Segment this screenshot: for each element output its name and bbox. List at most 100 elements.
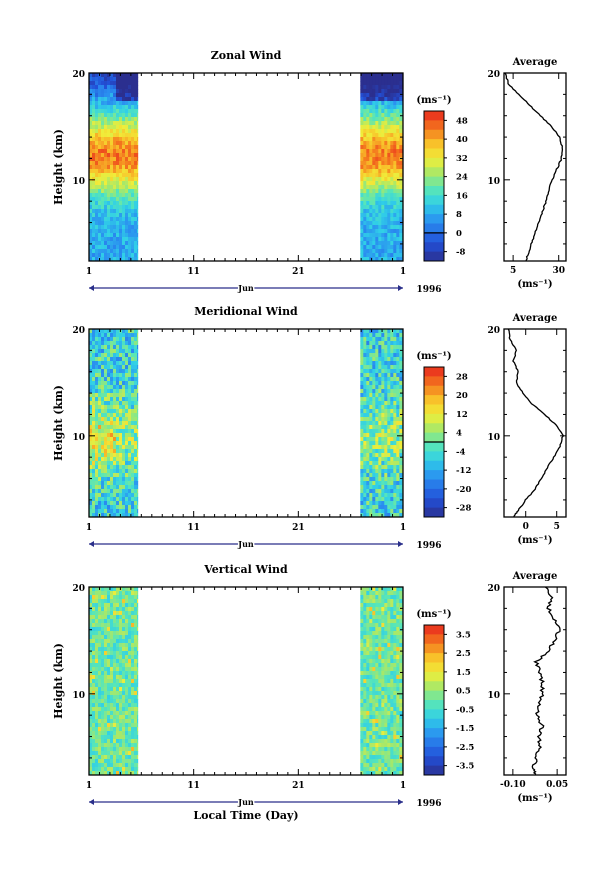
heatmap-cell (399, 445, 403, 450)
heatmap-cell (369, 369, 373, 374)
heatmap-cell (360, 217, 364, 222)
heatmap-cell (137, 133, 139, 138)
heatmap-cell (92, 627, 96, 632)
heatmap-cell (387, 485, 391, 490)
heatmap-cell (122, 257, 126, 262)
heatmap-cell (134, 715, 138, 720)
heatmap-cell (92, 767, 96, 772)
heatmap-cell (110, 137, 114, 142)
heatmap-cell (399, 659, 403, 664)
heatmap-cell (119, 675, 123, 680)
heatmap-cell (396, 129, 400, 134)
heatmap-cell (387, 501, 391, 506)
heatmap-cell (399, 241, 403, 246)
heatmap-cell (92, 85, 96, 90)
heatmap-cell (104, 771, 108, 776)
heatmap-cell (396, 651, 400, 656)
heatmap-cell (375, 201, 379, 206)
heatmap-cell (125, 249, 129, 254)
heatmap-cell (378, 109, 382, 114)
heatmap-cell (104, 461, 108, 466)
heatmap-cell (134, 205, 138, 210)
heatmap-cell (122, 425, 126, 430)
heatmap-cell (372, 497, 376, 502)
heatmap-cell (92, 125, 96, 130)
heatmap-cell (363, 599, 367, 604)
heatmap-cell (116, 253, 120, 258)
heatmap-cell (119, 469, 123, 474)
heatmap-cell (381, 189, 385, 194)
heatmap-cell (399, 249, 403, 254)
heatmap-cell (134, 213, 138, 218)
heatmap-cell (116, 221, 120, 226)
heatmap-cell (393, 165, 397, 170)
heatmap-cell (134, 731, 138, 736)
heatmap-cell (387, 671, 391, 676)
heatmap-cell (387, 687, 391, 692)
heatmap-cell (101, 249, 105, 254)
colorbar-tick-label: 40 (456, 135, 468, 145)
heatmap-cell (396, 647, 400, 652)
heatmap-cell (116, 671, 120, 676)
heatmap-cell (390, 437, 394, 442)
heatmap-cell (366, 587, 370, 592)
heatmap-cell (122, 401, 126, 406)
heatmap-cell (369, 615, 373, 620)
heatmap-cell (396, 373, 400, 378)
heatmap-cell (101, 201, 105, 206)
heatmap-cell (95, 149, 99, 154)
heatmap-cell (113, 587, 117, 592)
heatmap-cell (381, 611, 385, 616)
heatmap-cell (128, 341, 132, 346)
heatmap-cell (107, 655, 111, 660)
heatmap-cell (131, 373, 135, 378)
heatmap-cell (101, 193, 105, 198)
heatmap-cell (378, 457, 382, 462)
heatmap-cell (387, 473, 391, 478)
heatmap-cell (131, 169, 135, 174)
heatmap-cell (134, 477, 138, 482)
heatmap-cell (101, 369, 105, 374)
heatmap-cell (363, 481, 367, 486)
heatmap-cell (360, 237, 364, 242)
heatmap-cell (98, 165, 102, 170)
heatmap-cell (399, 97, 403, 102)
heatmap-cell (384, 445, 388, 450)
heatmap-cell (399, 603, 403, 608)
heatmap-cell (378, 449, 382, 454)
heatmap-cell (89, 129, 93, 134)
heatmap-cell (98, 85, 102, 90)
heatmap-cell (134, 113, 138, 118)
heatmap-cell (101, 599, 105, 604)
heatmap-cell (119, 747, 123, 752)
y-tick-label: 10 (72, 177, 85, 187)
heatmap-cell (396, 743, 400, 748)
heatmap-cell (116, 453, 120, 458)
heatmap-cell (378, 421, 382, 426)
heatmap-cell (113, 627, 117, 632)
heatmap-cell (119, 161, 123, 166)
heatmap-cell (396, 141, 400, 146)
heatmap-cell (366, 93, 370, 98)
heatmap-cell (381, 509, 385, 514)
heatmap-cell (119, 595, 123, 600)
heatmap-cell (384, 93, 388, 98)
colorbar-segment (424, 148, 444, 159)
heatmap-cell (89, 205, 93, 210)
heatmap-cell (375, 627, 379, 632)
heatmap-cell (98, 237, 102, 242)
heatmap-cell (393, 389, 397, 394)
heatmap-cell (396, 735, 400, 740)
heatmap-cell (378, 229, 382, 234)
heatmap-cell (366, 237, 370, 242)
heatmap-cell (113, 221, 117, 226)
heatmap-cell (393, 93, 397, 98)
heatmap-cell (378, 133, 382, 138)
heatmap-cell (384, 711, 388, 716)
heatmap-cell (125, 93, 129, 98)
heatmap-cell (387, 513, 391, 518)
heatmap-cell (128, 417, 132, 422)
heatmap-cell (104, 599, 108, 604)
heatmap-cell (110, 405, 114, 410)
heatmap-cell (360, 743, 364, 748)
